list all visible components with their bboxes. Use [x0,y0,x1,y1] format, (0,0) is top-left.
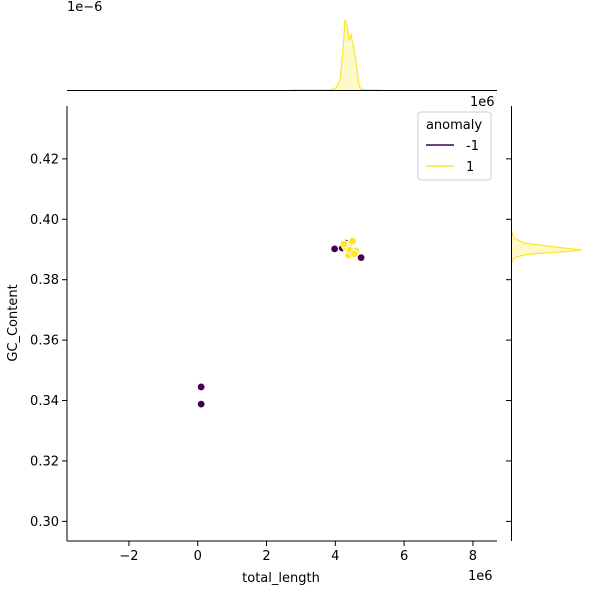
legend: anomaly -1 1 [417,111,492,181]
y-axis-label: GC_Content [6,284,21,361]
x-axis-label: total_length [242,571,320,586]
top-marginal-offset-label: 1e−6 [67,0,102,15]
top-marginal-density-fill [290,20,380,90]
main-axes: −2 0 2 4 6 8 0.30 0.32 0.34 0.36 0.38 0.40 0.42 tot… [6,106,497,586]
right-marginal-offset-label: 1e6 [470,95,495,110]
x-tick-label: 4 [331,549,339,564]
legend-box [417,111,492,181]
y-tick-label: 0.38 [30,273,59,288]
scatter-point-anomaly-1 [339,239,349,249]
top-marginal: 1e−6 [67,0,497,91]
scatter-points [196,236,366,409]
scatter-point-anomaly-1 [350,249,359,258]
right-marginal-density-line [511,231,583,263]
legend-title: anomaly [426,118,482,133]
y-tick-label: 0.36 [30,334,59,349]
legend-label-neg1: -1 [466,139,479,154]
scatter-point-anomaly-neg1 [196,399,206,409]
scatter-point-anomaly-neg1 [330,244,339,254]
x-tick-label: −2 [119,549,138,564]
y-tick-label: 0.34 [30,394,59,409]
y-tick-label: 0.32 [30,454,59,469]
scatter-point-anomaly-neg1 [356,253,366,262]
scatter-point-anomaly-1 [348,236,357,246]
right-marginal: 1e6 [470,95,583,541]
x-offset-label: 1e6 [468,569,493,584]
x-tick-label: 2 [262,549,270,564]
x-axis-ticks: −2 0 2 4 6 8 [119,541,477,564]
scatter-point-anomaly-neg1 [196,382,206,392]
right-marginal-density-fill [512,232,582,262]
y-axis-ticks: 0.30 0.32 0.34 0.36 0.38 0.40 0.42 [30,152,67,530]
x-tick-label: 8 [469,549,477,564]
y-tick-label: 0.40 [30,213,59,228]
y-tick-label: 0.42 [30,152,59,167]
top-marginal-density-line [290,19,380,91]
y-tick-label: 0.30 [30,515,59,530]
x-tick-label: 0 [194,549,202,564]
x-tick-label: 6 [400,549,408,564]
legend-label-1: 1 [466,160,474,175]
right-marginal-ticks [506,158,512,522]
